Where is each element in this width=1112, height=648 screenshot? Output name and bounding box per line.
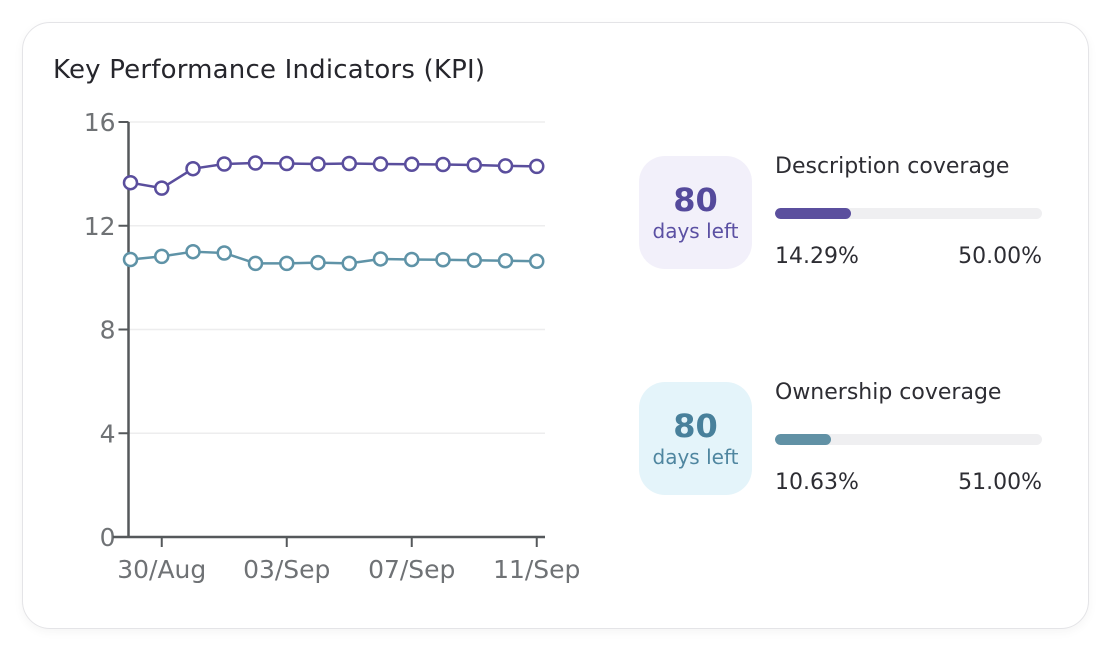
- kpi-title: Description coverage: [775, 154, 1010, 179]
- kpi-current-value: 14.29%: [775, 244, 859, 269]
- svg-text:4: 4: [100, 419, 116, 448]
- kpi-card: Key Performance Indicators (KPI) 0 4 8 12 16…: [22, 22, 1089, 629]
- kpi-row-ownership-coverage: 80 days left Ownership coverage 10.63% 5…: [639, 380, 1042, 498]
- kpi-content: Ownership coverage 10.63% 51.00%: [775, 380, 1042, 498]
- kpi-line-chart: 0 4 8 12 16 30/Aug 03/Sep 07/Sep 11/Sep: [84, 108, 581, 584]
- days-left-badge: 80 days left: [639, 382, 752, 495]
- progress-fill: [775, 208, 852, 219]
- svg-text:30/Aug: 30/Aug: [117, 555, 206, 584]
- svg-text:11/Sep: 11/Sep: [493, 555, 580, 584]
- progress-bar: [775, 208, 1042, 219]
- progress-fill: [775, 434, 831, 445]
- svg-text:16: 16: [84, 108, 116, 137]
- svg-text:0: 0: [100, 523, 116, 552]
- svg-text:12: 12: [84, 212, 116, 241]
- days-left-label: days left: [652, 445, 739, 470]
- progress-bar: [775, 434, 1042, 445]
- svg-text:07/Sep: 07/Sep: [368, 555, 455, 584]
- kpi-row-description-coverage: 80 days left Description coverage 14.29%…: [639, 154, 1042, 272]
- days-left-value: 80: [673, 406, 718, 445]
- days-left-badge: 80 days left: [639, 156, 752, 269]
- kpi-content: Description coverage 14.29% 50.00%: [775, 154, 1042, 272]
- kpi-values: 14.29% 50.00%: [775, 244, 1042, 269]
- kpi-title: Ownership coverage: [775, 380, 1002, 405]
- svg-text:03/Sep: 03/Sep: [243, 555, 330, 584]
- kpi-target-value: 50.00%: [958, 244, 1042, 269]
- kpi-values: 10.63% 51.00%: [775, 470, 1042, 495]
- kpi-current-value: 10.63%: [775, 470, 859, 495]
- page-title: Key Performance Indicators (KPI): [53, 55, 486, 85]
- days-left-label: days left: [652, 219, 739, 244]
- days-left-value: 80: [673, 180, 718, 219]
- svg-text:8: 8: [100, 316, 116, 345]
- kpi-target-value: 51.00%: [958, 470, 1042, 495]
